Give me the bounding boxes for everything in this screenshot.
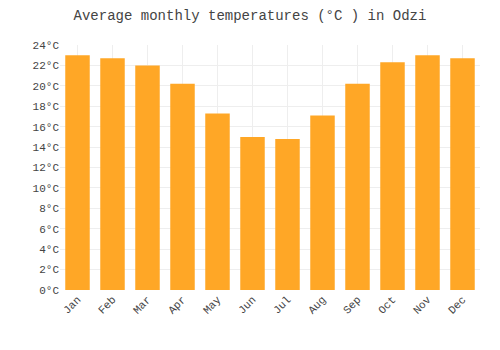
- svg-text:Oct: Oct: [376, 294, 398, 316]
- svg-text:14°C: 14°C: [33, 142, 60, 154]
- svg-text:18°C: 18°C: [33, 101, 60, 113]
- svg-text:8°C: 8°C: [39, 203, 59, 215]
- svg-text:Sep: Sep: [341, 294, 363, 316]
- svg-text:6°C: 6°C: [39, 224, 59, 236]
- svg-text:10°C: 10°C: [33, 183, 60, 195]
- svg-text:24°C: 24°C: [33, 40, 60, 52]
- svg-text:22°C: 22°C: [33, 60, 60, 72]
- svg-text:May: May: [201, 294, 224, 317]
- svg-text:Aug: Aug: [306, 294, 328, 316]
- svg-text:Jun: Jun: [236, 294, 258, 316]
- svg-text:0°C: 0°C: [39, 285, 59, 297]
- svg-text:Dec: Dec: [446, 294, 468, 316]
- svg-text:Jan: Jan: [61, 294, 83, 316]
- svg-text:Average monthly temperatures (: Average monthly temperatures (°C ) in Od…: [74, 8, 427, 24]
- svg-text:2°C: 2°C: [39, 264, 59, 276]
- svg-text:Nov: Nov: [411, 294, 434, 317]
- svg-text:4°C: 4°C: [39, 244, 59, 256]
- svg-text:12°C: 12°C: [33, 162, 60, 174]
- svg-text:Jul: Jul: [271, 294, 293, 316]
- svg-text:16°C: 16°C: [33, 122, 60, 134]
- svg-text:20°C: 20°C: [33, 81, 60, 93]
- svg-text:Feb: Feb: [96, 294, 118, 316]
- svg-text:Apr: Apr: [166, 294, 188, 316]
- svg-text:Mar: Mar: [131, 294, 153, 316]
